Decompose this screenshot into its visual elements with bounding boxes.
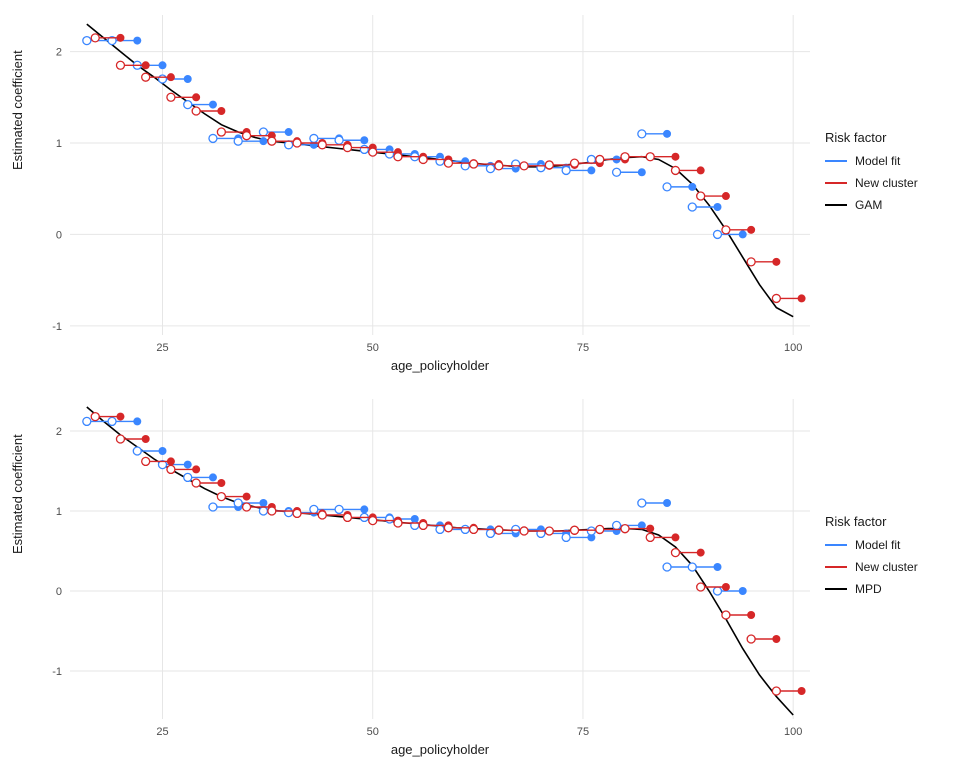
y-axis-label: Estimated coefficient xyxy=(10,434,25,554)
svg-text:25: 25 xyxy=(156,342,168,354)
legend-item-mpd: MPD xyxy=(825,581,918,597)
svg-text:1: 1 xyxy=(56,138,62,150)
svg-text:50: 50 xyxy=(367,726,379,738)
legend-item-new-cluster: New cluster xyxy=(825,559,918,575)
legend-bottom: Risk factor Model fit New cluster MPD xyxy=(825,514,918,603)
legend-title: Risk factor xyxy=(825,130,918,145)
figure: Estimated coefficient 255075100-1012 age… xyxy=(0,0,960,768)
legend-swatch xyxy=(825,566,847,568)
panel-top: Estimated coefficient 255075100-1012 age… xyxy=(0,0,960,384)
legend-swatch xyxy=(825,544,847,546)
x-axis-label: age_policyholder xyxy=(70,358,810,373)
legend-swatch xyxy=(825,160,847,162)
panel-bottom: Estimated coefficient 255075100-1012 age… xyxy=(0,384,960,768)
legend-item-model-fit: Model fit xyxy=(825,153,918,169)
legend-label: Model fit xyxy=(855,538,900,552)
svg-text:100: 100 xyxy=(784,342,802,354)
svg-text:-1: -1 xyxy=(52,321,62,333)
legend-item-model-fit: Model fit xyxy=(825,537,918,553)
legend-swatch xyxy=(825,588,847,590)
svg-text:1: 1 xyxy=(56,506,62,518)
svg-text:100: 100 xyxy=(784,726,802,738)
plot-area-bottom: 255075100-1012 xyxy=(70,399,810,719)
legend-label: MPD xyxy=(855,582,882,596)
svg-text:-1: -1 xyxy=(52,666,62,678)
legend-item-new-cluster: New cluster xyxy=(825,175,918,191)
legend-title: Risk factor xyxy=(825,514,918,529)
svg-text:25: 25 xyxy=(156,726,168,738)
legend-top: Risk factor Model fit New cluster GAM xyxy=(825,130,918,219)
legend-swatch xyxy=(825,204,847,206)
svg-text:50: 50 xyxy=(367,342,379,354)
y-axis-label: Estimated coefficient xyxy=(10,50,25,170)
legend-label: New cluster xyxy=(855,176,918,190)
chart-svg-top: 255075100-1012 xyxy=(70,15,810,335)
chart-svg-bottom: 255075100-1012 xyxy=(70,399,810,719)
svg-text:2: 2 xyxy=(56,47,62,59)
x-axis-label: age_policyholder xyxy=(70,742,810,757)
legend-swatch xyxy=(825,182,847,184)
legend-item-gam: GAM xyxy=(825,197,918,213)
plot-area-top: 255075100-1012 xyxy=(70,15,810,335)
legend-label: GAM xyxy=(855,198,882,212)
legend-label: New cluster xyxy=(855,560,918,574)
legend-label: Model fit xyxy=(855,154,900,168)
svg-text:75: 75 xyxy=(577,726,589,738)
svg-text:0: 0 xyxy=(56,586,62,598)
svg-text:2: 2 xyxy=(56,426,62,438)
svg-text:0: 0 xyxy=(56,229,62,241)
svg-text:75: 75 xyxy=(577,342,589,354)
